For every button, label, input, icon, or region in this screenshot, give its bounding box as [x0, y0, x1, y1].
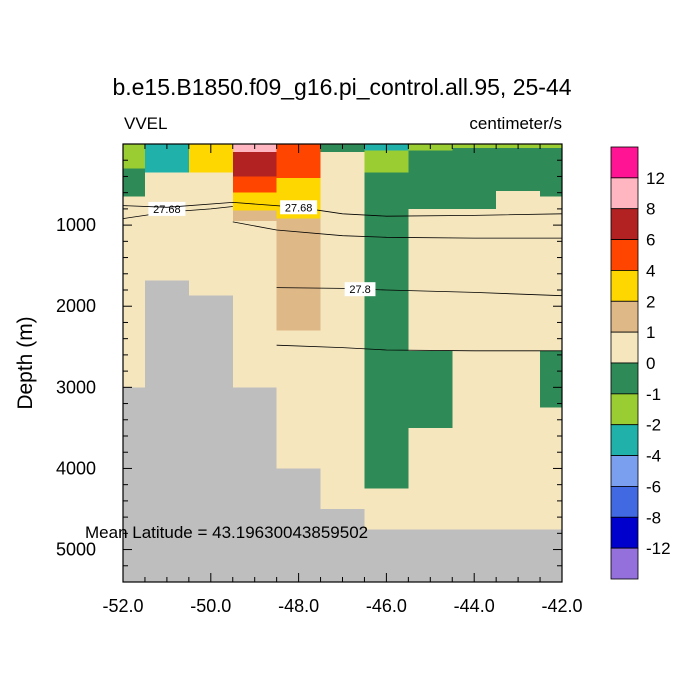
- chart-title: b.e15.B1850.f09_g16.pi_control.all.95, 2…: [112, 74, 571, 100]
- velocity-cell-29: [452, 148, 497, 209]
- colorbar-label-0: 12: [646, 169, 665, 188]
- velocity-cell-8: [232, 152, 277, 177]
- x-tick-label: -50.0: [190, 596, 231, 616]
- bathymetry-block-6: [364, 529, 562, 582]
- velocity-cell-11: [232, 210, 277, 222]
- contour-label-3: 27.8: [349, 284, 370, 296]
- colorbar-box-5: [610, 300, 639, 333]
- velocity-cell-1: [123, 144, 145, 169]
- velocity-cell-20: [364, 150, 409, 173]
- contour-label-box-0: [148, 201, 186, 216]
- x-axis: -52.0 -50.0 -48.0 -46.0 -44.0 -42.0: [102, 144, 583, 616]
- velocity-cell-10: [232, 192, 277, 211]
- bathymetry-block-5: [320, 509, 365, 582]
- density-contour-0: [122, 206, 233, 219]
- velocity-cell-21: [364, 172, 409, 489]
- y-axis-label: Depth (m): [14, 316, 37, 409]
- velocity-cell-25: [408, 208, 453, 351]
- velocity-cell-24: [408, 150, 453, 209]
- x-tick-label: -52.0: [102, 596, 143, 616]
- bathymetry-block-2: [188, 295, 233, 582]
- colorbar-box-0: [610, 146, 639, 179]
- density-contour-2: [232, 221, 562, 239]
- velocity-cell-15: [276, 218, 321, 331]
- bathymetry: [123, 280, 562, 582]
- colorbar-label-1: 8: [646, 200, 655, 219]
- colorbar-box-1: [610, 177, 639, 210]
- velocity-cell-34: [540, 144, 562, 149]
- colorbar-label-11: -8: [646, 508, 661, 527]
- units-label: centimeter/s: [469, 114, 562, 133]
- y-tick-label: 4000: [56, 458, 96, 478]
- velocity-cell-26: [408, 350, 453, 428]
- x-tick-label: -42.0: [541, 596, 582, 616]
- colorbar-box-4: [610, 270, 639, 302]
- velocity-cell-35: [540, 148, 562, 197]
- y-tick-label: 2000: [56, 296, 96, 316]
- plot-area: 27.68 27.68 27.8: [122, 144, 563, 583]
- velocity-cell-2: [123, 168, 145, 197]
- velocity-cell-36: [540, 196, 562, 351]
- y-tick-label: 1000: [56, 215, 96, 235]
- velocity-cell-9: [232, 176, 277, 193]
- bathymetry-block-0: [123, 387, 145, 582]
- contour-label-box-1: [280, 200, 318, 215]
- bathymetry-block-3: [232, 387, 277, 582]
- contour-label-1: 27.68: [285, 202, 313, 214]
- colorbar-box-3: [610, 239, 639, 271]
- density-contour-1: [122, 201, 563, 217]
- colorbar-box-8: [610, 393, 639, 426]
- variable-label: VVEL: [124, 114, 167, 133]
- colorbar-label-5: 1: [646, 323, 655, 342]
- colorbar-label-6: 0: [646, 354, 655, 373]
- colorbar-label-7: -1: [646, 385, 661, 404]
- velocity-cell-30: [452, 208, 497, 582]
- x-tick-label: -44.0: [454, 596, 495, 616]
- x-tick-label: -48.0: [278, 596, 319, 616]
- colorbar-label-12: -12: [646, 539, 671, 558]
- colorbar-box-2: [610, 208, 639, 240]
- x-tick-label: -46.0: [366, 596, 407, 616]
- colorbar-box-12: [610, 516, 639, 549]
- bathymetry-block-1: [144, 280, 189, 582]
- velocity-cell-32: [496, 148, 541, 192]
- colorbar-box-7: [610, 362, 639, 395]
- density-contours: 27.68 27.68 27.8: [122, 200, 563, 352]
- velocity-cell-37: [540, 350, 562, 408]
- colorbar-box-10: [610, 455, 639, 487]
- colorbar-box-11: [610, 486, 639, 518]
- contour-label-0: 27.68: [153, 204, 181, 216]
- colorbar-label-2: 6: [646, 231, 655, 250]
- density-contour-3: [276, 287, 563, 297]
- colorbar-label-4: 2: [646, 292, 655, 311]
- colorbar-box-13: [610, 547, 639, 580]
- colorbar-box-9: [610, 424, 639, 456]
- colorbar: 12 8 6 4 2 1 0 -1 -2 -4 -6 -8 -12: [610, 146, 671, 580]
- mean-latitude-annotation: Mean Latitude = 43.19630043859502: [85, 523, 368, 542]
- y-axis: 1000 2000 3000 4000 5000: [56, 159, 562, 583]
- y-tick-label: 5000: [56, 540, 96, 560]
- bathymetry-block-4: [276, 468, 321, 582]
- colorbar-label-9: -4: [646, 447, 661, 466]
- colorbar-label-3: 4: [646, 261, 655, 280]
- density-contour-4: [276, 344, 562, 352]
- y-tick-label: 3000: [56, 377, 96, 397]
- contour-label-box-3: [344, 282, 376, 297]
- velocity-cell-33: [496, 191, 541, 583]
- colorbar-box-6: [610, 331, 639, 364]
- colorbar-label-10: -6: [646, 477, 661, 496]
- colorbar-label-8: -2: [646, 416, 661, 435]
